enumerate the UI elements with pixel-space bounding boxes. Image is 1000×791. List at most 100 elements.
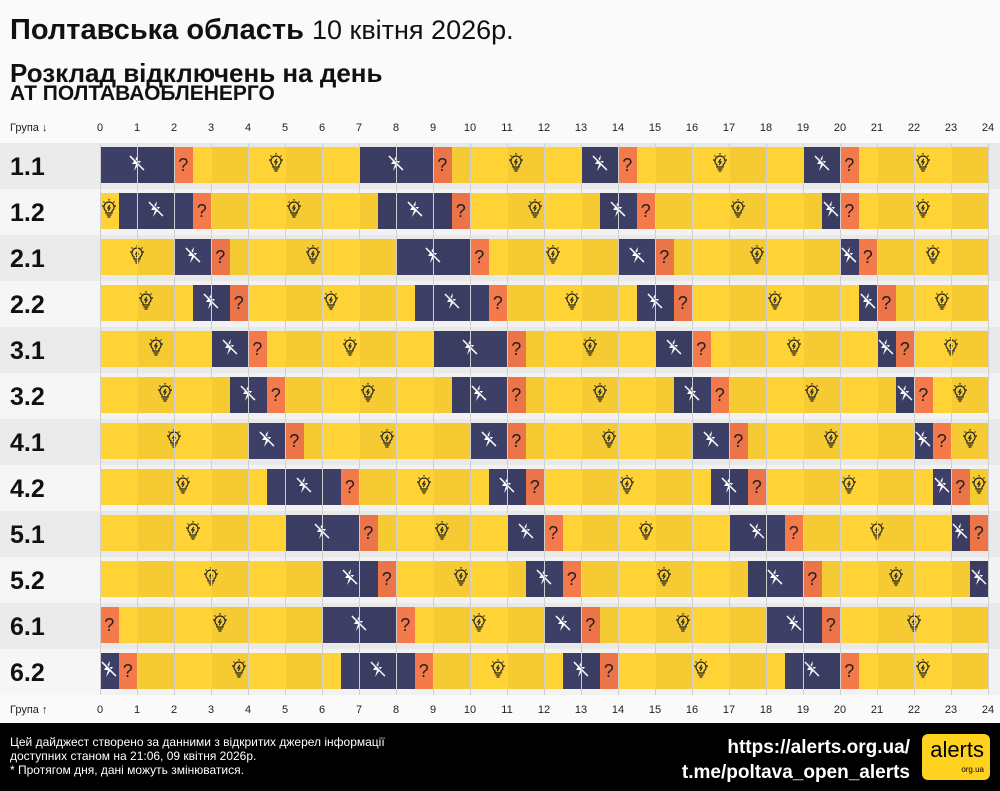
note-line: * Протягом дня, дані можуть змінюватися. <box>10 763 244 777</box>
segment-maybe: ? <box>969 515 988 551</box>
question-mark: ? <box>511 338 522 359</box>
segment-on <box>618 653 785 689</box>
hour-tick-label: 2 <box>170 122 178 134</box>
hour-tick-label: 23 <box>944 704 958 716</box>
lightbulb-icon <box>285 198 303 224</box>
segment-off <box>100 653 119 689</box>
hour-shade <box>137 423 174 459</box>
hour-shade <box>359 561 396 597</box>
hour-shade <box>803 147 840 183</box>
segment-on <box>507 285 637 321</box>
segment-on <box>821 561 970 597</box>
segment-off <box>340 653 415 689</box>
hour-shade <box>211 285 248 321</box>
hour-shade <box>803 193 840 229</box>
hour-shade <box>285 147 322 183</box>
group-label: 1.2 <box>0 189 100 235</box>
segment-maybe: ? <box>451 193 470 229</box>
segment-on <box>636 147 803 183</box>
hour-shade <box>581 515 618 551</box>
segment-on <box>655 193 822 229</box>
power-off-icon <box>258 430 276 453</box>
segment-on <box>525 377 674 413</box>
segment-maybe: ? <box>895 331 914 367</box>
segment-on <box>248 285 415 321</box>
segment-on <box>525 331 655 367</box>
segment-maybe: ? <box>433 147 452 183</box>
power-off-icon <box>665 338 683 361</box>
segment-on <box>673 239 840 275</box>
segment-maybe: ? <box>729 423 748 459</box>
hour-tick-label: 20 <box>833 122 847 134</box>
question-mark: ? <box>881 292 892 313</box>
hour-shade <box>803 331 840 367</box>
hour-tick-label: 1 <box>133 122 141 134</box>
hour-gridline <box>285 143 286 695</box>
hour-shade <box>137 561 174 597</box>
hour-gridline <box>729 143 730 695</box>
hour-shade <box>877 469 914 505</box>
hour-shade <box>581 377 618 413</box>
hour-shade <box>729 147 766 183</box>
power-off-icon <box>914 430 932 453</box>
segment-on <box>377 515 507 551</box>
hour-shade <box>137 653 174 689</box>
lightbulb-icon <box>544 244 562 270</box>
segment-maybe: ? <box>211 239 230 275</box>
note-line: доступних станом на 21:06, 09 квітня 202… <box>10 749 257 763</box>
hour-shade <box>951 285 988 321</box>
power-off-icon <box>813 154 831 177</box>
lightbulb-icon <box>378 428 396 454</box>
hour-shade <box>877 147 914 183</box>
segment-on <box>599 607 766 643</box>
hour-shade <box>507 239 544 275</box>
alerts-logo: alerts org.ua <box>922 734 990 780</box>
hour-tick-label: 11 <box>501 704 513 716</box>
hour-shade <box>951 515 988 551</box>
hour-tick-label: 6 <box>318 122 326 134</box>
organization-name: АТ ПОЛТАВАОБЛЕНЕРГО <box>10 82 275 105</box>
telegram-link[interactable]: t.me/poltava_open_alerts <box>681 762 910 783</box>
question-mark: ? <box>918 384 929 405</box>
group-label: 6.2 <box>0 649 100 695</box>
segment-maybe: ? <box>562 561 581 597</box>
lightbulb-icon <box>100 198 118 224</box>
hour-shade <box>211 607 248 643</box>
segment-on <box>100 285 193 321</box>
site-link[interactable]: https://alerts.org.ua/ <box>727 737 910 758</box>
lightbulb-icon <box>267 152 285 178</box>
question-mark: ? <box>511 430 522 451</box>
segment-maybe: ? <box>340 469 359 505</box>
hour-shade <box>655 193 692 229</box>
hour-shade <box>951 239 988 275</box>
segment-on <box>692 285 859 321</box>
lightbulb-icon <box>914 198 932 224</box>
segment-off <box>858 285 877 321</box>
subtitle: Розклад відключень на день <box>10 58 383 88</box>
segment-maybe: ? <box>544 515 563 551</box>
segment-on <box>100 193 119 229</box>
hour-shade <box>877 607 914 643</box>
lightbulb-icon <box>748 244 766 270</box>
lightbulb-icon <box>674 612 692 638</box>
hour-tick-label: 8 <box>392 704 400 716</box>
power-off-icon <box>470 384 488 407</box>
power-off-icon <box>369 660 387 683</box>
hour-shade <box>655 377 692 413</box>
question-mark: ? <box>825 614 836 635</box>
hour-tick-label: 18 <box>759 704 773 716</box>
segment-on <box>433 653 563 689</box>
hour-shade <box>581 423 618 459</box>
hour-gridline <box>951 143 952 695</box>
segment-on <box>710 331 877 367</box>
hour-shade <box>803 285 840 321</box>
hour-shade <box>507 515 544 551</box>
hour-tick-label: 13 <box>574 704 588 716</box>
segment-maybe: ? <box>266 377 285 413</box>
group-label: 3.2 <box>0 373 100 419</box>
hour-tick-label: 19 <box>796 122 810 134</box>
hour-shade <box>803 607 840 643</box>
power-off-icon <box>341 568 359 591</box>
segment-maybe: ? <box>636 193 655 229</box>
segment-maybe: ? <box>507 423 526 459</box>
